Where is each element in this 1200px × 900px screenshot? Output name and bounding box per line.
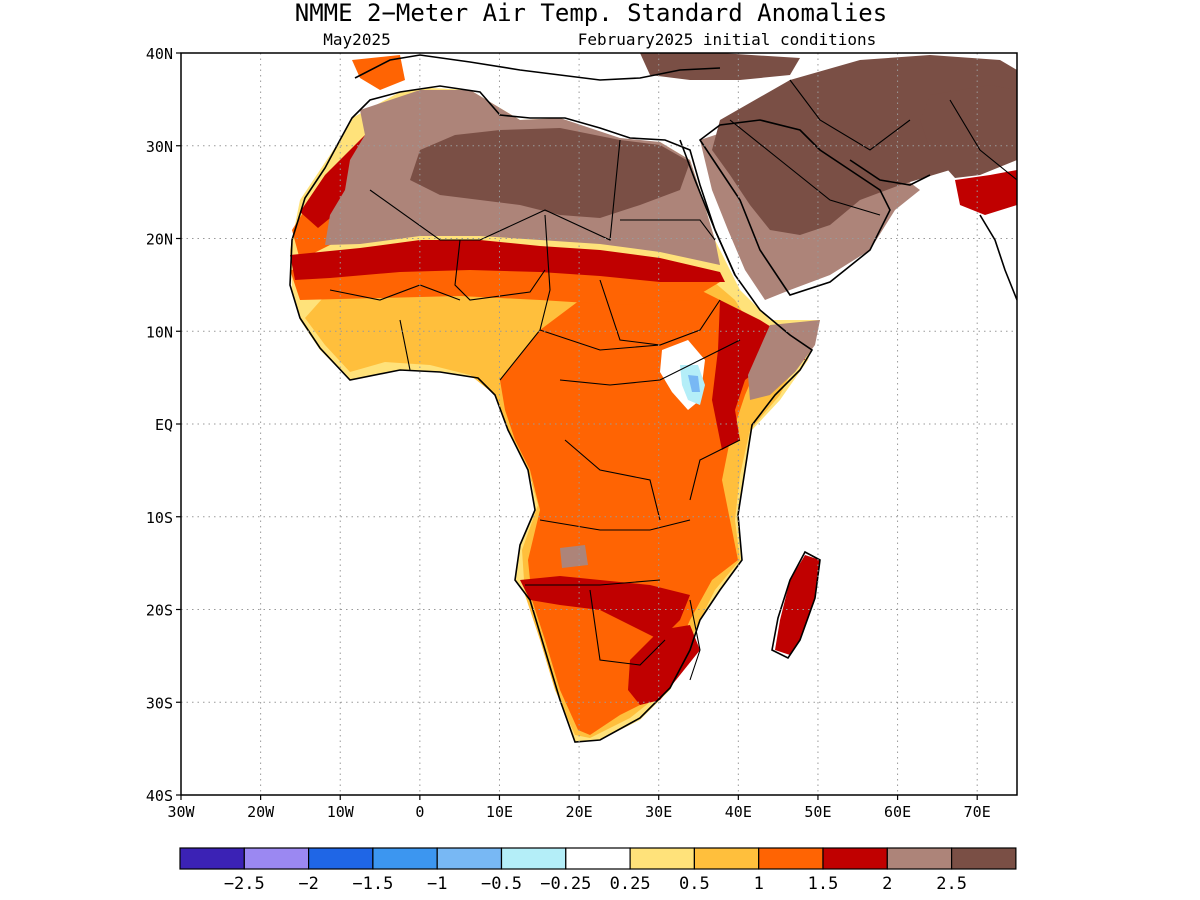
colorbar-swatch <box>822 847 888 870</box>
shade-2p0-nafrica <box>352 55 405 90</box>
colorbar-label: −2 <box>298 874 318 894</box>
colorbar-swatch <box>950 847 1017 870</box>
lon-tick-label: 20W <box>247 803 275 821</box>
red-sea-west <box>679 139 736 276</box>
lon-tick-label: 60E <box>884 803 911 821</box>
colorbar-swatch <box>693 847 760 870</box>
colorbar-label: 1 <box>754 874 764 894</box>
lon-tick-label: 50E <box>804 803 831 821</box>
colorbar-swatch <box>500 847 567 870</box>
valid-month-label: May2025 <box>323 30 390 49</box>
shade-2p0-horn <box>748 320 820 400</box>
lat-tick-label: 10N <box>146 323 173 341</box>
border-ghana <box>399 319 411 371</box>
colorbar-swatch <box>179 847 245 870</box>
lon-tick-label: 30W <box>167 803 195 821</box>
latitude-axis: 40N 30N 20N 10N EQ 10S 20S 30S 40S <box>146 45 181 805</box>
lat-tick-label: 20S <box>146 602 173 620</box>
colorbar-label: −0.5 <box>481 874 522 894</box>
lon-tick-label: 10W <box>327 803 355 821</box>
madagascar-coastline <box>771 550 821 660</box>
border-sahara <box>369 139 621 241</box>
india-coastline <box>979 214 1017 301</box>
lat-tick-label: 20N <box>146 231 173 249</box>
colorbar: −2.5 −2 −1.5 −1 −0.5 −0.25 0.25 0.5 1 1.5 2 2.5 <box>179 847 1017 894</box>
border-car <box>539 329 661 351</box>
border-iraq-iran <box>789 79 911 151</box>
coastlines <box>289 54 1017 743</box>
lat-tick-label: 40S <box>146 787 173 805</box>
lon-tick-label: 70E <box>964 803 991 821</box>
border-tanzania <box>689 439 741 501</box>
shade-2p0-iran <box>955 170 1017 215</box>
shade-2p0-southern <box>520 576 690 640</box>
lon-tick-label: 40E <box>725 803 752 821</box>
border-iran-pak <box>949 99 1017 181</box>
colorbar-label: −0.25 <box>540 874 591 894</box>
border-angola <box>539 519 691 531</box>
lat-tick-label: EQ <box>155 416 173 434</box>
shade-2p0-south-patch <box>560 545 588 568</box>
lon-tick-label: 30E <box>645 803 672 821</box>
colorbar-label: −1.5 <box>352 874 393 894</box>
colorbar-swatch <box>308 847 374 870</box>
colorbar-label: −2.5 <box>224 874 265 894</box>
lat-tick-label: 30S <box>146 694 173 712</box>
border-egypt-sudan <box>620 219 716 241</box>
border-arabia <box>729 119 881 216</box>
arabia-coastline <box>698 119 891 296</box>
colorbar-swatch <box>436 847 503 870</box>
colorbar-label: 1.5 <box>808 874 839 894</box>
shade-2p0-sahel <box>290 240 725 282</box>
persian-gulf <box>849 159 931 186</box>
initial-conditions-label: February2025 initial conditions <box>578 30 877 49</box>
border-mozambique <box>689 599 701 681</box>
border-drc-north <box>559 339 741 386</box>
border-niger <box>454 239 546 301</box>
border-drc-south <box>564 439 661 521</box>
longitude-axis: 30W 20W 10W 0 10E 20E 30E 40E 50E 60E 70E <box>167 795 991 821</box>
border-chad <box>499 214 551 381</box>
chart-title: NMME 2−Meter Air Temp. Standard Anomalie… <box>295 0 887 27</box>
shade-cool-lakes-2 <box>688 375 700 392</box>
lon-tick-label: 20E <box>566 803 593 821</box>
colorbar-swatch <box>243 847 310 870</box>
shade-2p5-sahara <box>410 128 690 218</box>
lat-tick-label: 10S <box>146 509 173 527</box>
colorbar-label: −1 <box>427 874 447 894</box>
africa-coastline <box>289 85 814 743</box>
anomaly-shading <box>290 53 1017 742</box>
colorbar-swatch <box>886 847 953 870</box>
colorbar-label: 2 <box>882 874 892 894</box>
grid-lines <box>181 53 1017 795</box>
shade-2p0-madagascar <box>775 555 820 655</box>
colorbar-label: 2.5 <box>936 874 967 894</box>
colorbar-swatch <box>372 847 438 870</box>
colorbar-swatch <box>629 847 695 870</box>
shade-2p0-se <box>628 625 700 705</box>
border-westafrica <box>329 284 461 301</box>
colorbar-label: 0.5 <box>679 874 710 894</box>
lon-tick-label: 10E <box>486 803 513 821</box>
colorbar-swatch <box>758 847 824 870</box>
europe-coastline <box>354 54 721 81</box>
lon-tick-label: 0 <box>415 803 424 821</box>
colorbar-label: 0.25 <box>610 874 651 894</box>
lat-tick-label: 30N <box>146 138 173 156</box>
country-borders <box>329 79 1017 681</box>
border-botswana <box>589 589 666 666</box>
colorbar-swatch <box>565 847 631 870</box>
shade-2p5-north <box>640 53 800 80</box>
border-namibia <box>525 579 661 586</box>
lat-tick-label: 40N <box>146 45 173 63</box>
anomaly-map: 40N 30N 20N 10N EQ 10S 20S 30S 40S 30W 20W 10W 0 10E… <box>146 45 1018 821</box>
